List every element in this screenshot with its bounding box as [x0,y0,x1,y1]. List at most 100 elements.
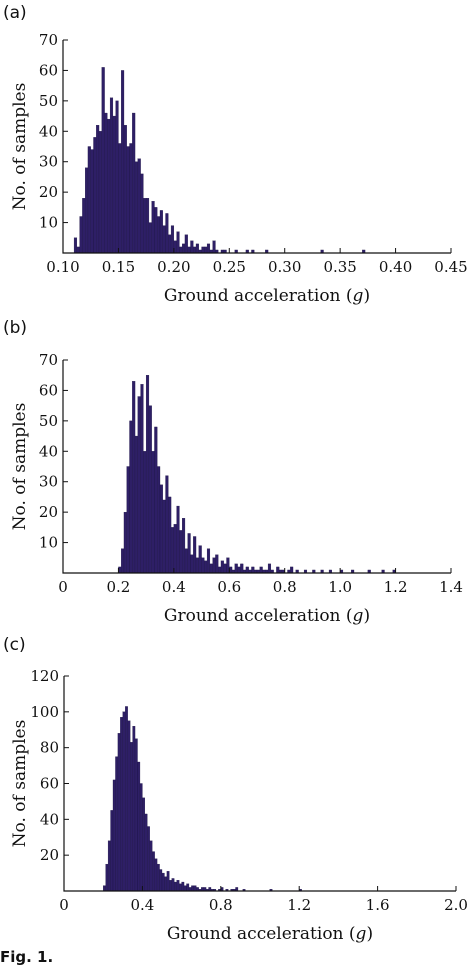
histogram-bar [166,871,170,892]
histogram-bar [154,207,158,254]
x-tick-label: 0.45 [434,258,467,276]
histogram-bar [129,742,133,892]
figure-caption: Fig. 1. [0,948,53,966]
histogram-bar [176,231,180,254]
x-axis-title-text-b: Ground acceleration ( [164,606,353,626]
histogram-bar [125,706,128,892]
histogram-bar [126,146,130,254]
histogram-bar [193,885,197,892]
histogram-bar [193,536,197,574]
histogram-bar [115,756,119,892]
histogram-bar [98,131,102,254]
histogram-panel-c: (c) 0 0.4 0.8 1.2 1.6 2.0 20 40 60 80 100 120 No. o… [3,635,468,944]
histogram-bar [82,198,86,254]
x-axis-title-text-a: Ground acceleration ( [164,286,353,306]
histogram-bar [90,149,94,254]
histogram-bar [201,557,205,574]
histogram-bar [223,563,227,574]
histogram-bar [127,720,131,892]
histogram-bar [179,246,183,254]
histogram-bar [107,840,111,892]
y-tick-label: 60 [40,775,59,793]
histogram-bars-b [118,375,396,574]
histogram-bar [154,858,158,892]
histogram-bar [159,210,163,254]
histogram-bar [259,566,263,574]
x-tick-label: 0.4 [162,578,186,596]
x-tick-label: 0.25 [213,258,246,276]
histogram-bar [182,518,186,574]
histogram-bar [137,158,141,254]
y-tick-label: 10 [39,534,58,552]
histogram-bar [134,738,138,892]
histogram-bar [76,246,80,254]
x-axis-title-unit-b: g [353,606,364,626]
y-axis-title-a: No. of samples [10,83,30,211]
x-tick-label: 0 [59,896,69,914]
histogram-bar [171,878,175,892]
y-axis-title-c: No. of samples [10,720,30,848]
histogram-bar [148,405,152,574]
histogram-bar [173,524,177,574]
x-tick-label: 0.15 [102,258,135,276]
histogram-bar [115,100,119,254]
histogram-bar [245,566,249,574]
histogram-bar [154,426,158,574]
histogram-bar [174,881,177,892]
x-axis-title-unit-c: g [356,924,367,944]
histogram-bar [178,883,182,892]
histogram-bar [157,216,161,254]
histogram-bar [145,375,150,574]
histogram-bar [212,557,216,574]
y-tick-label: 50 [39,412,58,430]
histogram-bar [195,557,199,574]
histogram-bar [110,810,114,892]
y-tick-label: 60 [39,61,58,79]
axis-ticks-b: 0 0.2 0.4 0.6 0.8 1.0 1.2 1.4 10 20 30 40 50 60 70 [39,351,463,596]
histogram-bar [122,711,126,892]
x-tick-label: 0 [58,578,68,596]
histogram-bar [132,381,136,574]
histogram-bar [193,246,197,254]
histogram-bar [134,435,138,574]
y-tick-label: 20 [39,503,58,521]
histogram-bar [117,733,121,892]
axis-ticks-c: 0 0.4 0.8 1.2 1.6 2.0 20 40 60 80 100 120 [30,667,468,914]
histogram-bar [198,545,202,574]
histogram-bar [159,484,163,574]
histogram-bar [234,563,238,574]
histogram-bar [179,530,183,574]
axes-frame-b [62,360,451,574]
x-tick-label: 2.0 [444,896,468,914]
histogram-bar [118,143,122,254]
y-tick-label: 10 [39,214,58,232]
histogram-bar [204,560,208,574]
histogram-bar [215,554,219,574]
y-tick-label: 20 [40,846,59,864]
histogram-bar [164,876,168,892]
x-axis-title-unit-a: g [353,286,364,306]
histogram-bar [147,826,150,892]
x-tick-label: 0.35 [323,258,356,276]
histogram-bar [112,115,116,254]
histogram-bar [165,475,169,574]
histogram-bar [168,234,172,254]
histogram-bar [73,237,78,254]
histogram-bar [104,112,108,254]
histogram-bar [187,246,191,254]
x-tick-label: 0.10 [46,258,79,276]
histogram-bar [212,240,216,254]
x-axis-title-c: Ground acceleration (g) [167,924,373,944]
histogram-bar [220,560,224,574]
x-tick-label: 0.2 [106,578,130,596]
x-axis-title-a: Ground acceleration (g) [164,286,370,306]
histogram-bar [187,533,191,574]
histogram-panel-b: (b) 0 0.2 0.4 0.6 0.8 1.0 1.2 1.4 10 20 30 40 50 60 70… [3,318,463,626]
histogram-bar [156,863,160,892]
histogram-bar [168,496,172,574]
histogram-bar [151,451,155,574]
histogram-bar [139,783,143,892]
histogram-bar [123,511,127,574]
histogram-bar [120,717,123,892]
